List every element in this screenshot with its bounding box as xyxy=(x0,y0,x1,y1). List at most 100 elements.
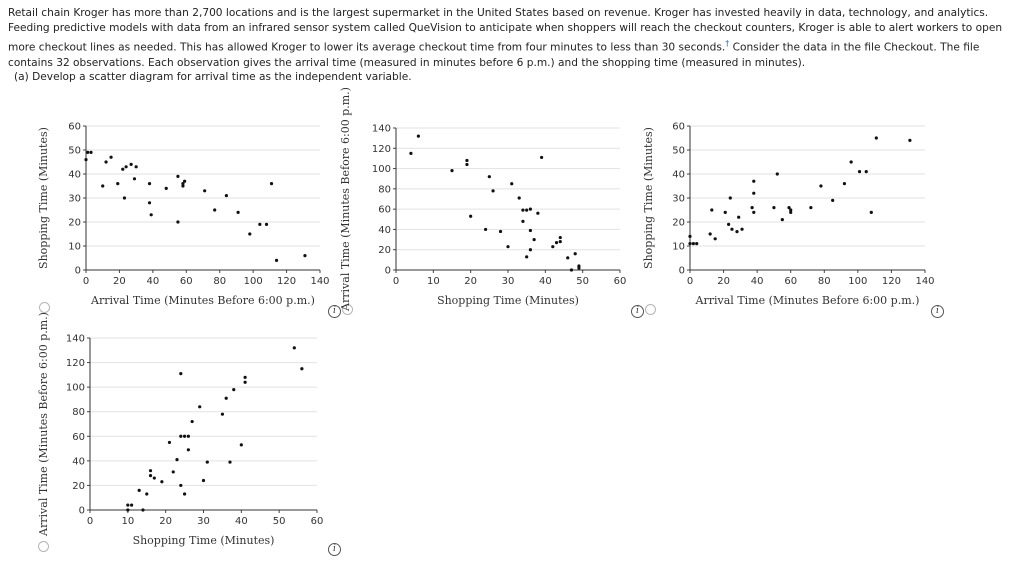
data-point xyxy=(171,470,175,474)
info-icon[interactable]: i xyxy=(931,305,944,318)
x-tick-label: 120 xyxy=(882,276,901,287)
y-tick-label: 0 xyxy=(79,506,85,517)
data-point xyxy=(728,196,732,200)
y-tick-label: 50 xyxy=(672,146,685,157)
data-point xyxy=(569,268,574,272)
data-point xyxy=(232,388,236,392)
x-tick-label: 20 xyxy=(464,276,477,287)
data-point xyxy=(525,208,529,212)
option-a-radio[interactable] xyxy=(39,302,50,313)
x-tick-label: 20 xyxy=(159,516,172,527)
x-tick-label: 120 xyxy=(277,276,296,287)
data-point xyxy=(84,158,88,162)
data-point xyxy=(752,210,756,214)
data-point xyxy=(274,258,279,262)
data-point xyxy=(750,206,754,210)
data-point xyxy=(124,165,128,169)
data-point xyxy=(780,218,784,222)
x-axis-label: Shopping Time (Minutes) xyxy=(133,534,275,547)
footnote-marker[interactable]: † xyxy=(725,39,730,49)
data-point xyxy=(228,460,232,464)
data-point xyxy=(164,186,168,190)
data-point xyxy=(809,206,813,210)
x-tick-label: 100 xyxy=(848,276,867,287)
data-point xyxy=(521,219,525,223)
data-point xyxy=(300,367,304,371)
data-point xyxy=(789,208,793,212)
data-point xyxy=(134,165,138,169)
data-point xyxy=(416,134,420,138)
data-point xyxy=(269,182,274,186)
data-point xyxy=(243,375,247,379)
option-d-radio[interactable] xyxy=(38,541,49,552)
data-point xyxy=(409,151,413,155)
data-point xyxy=(528,228,532,233)
y-tick-label: 30 xyxy=(68,194,81,205)
data-point xyxy=(450,169,454,173)
x-tick-label: 50 xyxy=(576,276,589,287)
x-tick-label: 60 xyxy=(311,516,324,527)
y-tick-label: 20 xyxy=(72,481,85,492)
x-axis-label: Arrival Time (Minutes Before 6:00 p.m.) xyxy=(90,294,315,307)
y-tick-label: 140 xyxy=(66,334,85,345)
x-tick-label: 0 xyxy=(83,276,89,287)
data-point xyxy=(86,150,90,154)
info-icon[interactable]: i xyxy=(328,543,341,556)
y-tick-label: 100 xyxy=(372,164,391,175)
option-c-radio[interactable] xyxy=(645,304,656,315)
option-b-radio[interactable] xyxy=(342,304,353,315)
y-tick-label: 40 xyxy=(672,170,685,181)
data-point xyxy=(752,179,756,183)
data-point xyxy=(205,460,209,464)
data-point xyxy=(554,241,559,245)
data-point xyxy=(730,227,734,231)
data-point xyxy=(723,210,727,214)
data-point xyxy=(735,230,739,234)
info-icon[interactable]: i xyxy=(631,305,644,318)
x-axis-label: Arrival Time (Minutes Before 6:00 p.m.) xyxy=(695,294,920,307)
data-point xyxy=(688,234,692,238)
data-point xyxy=(551,245,555,249)
y-tick-label: 20 xyxy=(378,245,391,256)
x-tick-label: 50 xyxy=(273,516,286,527)
x-tick-label: 60 xyxy=(614,276,627,287)
data-point xyxy=(521,208,525,212)
data-point xyxy=(292,346,296,350)
data-point xyxy=(121,167,125,171)
data-point xyxy=(236,210,240,214)
y-axis-label: Arrival Time (Minutes Before 6:00 p.m.) xyxy=(37,312,50,537)
data-point xyxy=(104,160,108,164)
data-point xyxy=(303,254,307,258)
x-tick-label: 0 xyxy=(87,516,93,527)
x-tick-label: 140 xyxy=(310,276,329,287)
data-point xyxy=(842,182,847,186)
data-point xyxy=(182,492,187,496)
data-point xyxy=(688,242,692,246)
y-tick-label: 0 xyxy=(75,266,81,277)
y-tick-label: 120 xyxy=(66,358,85,369)
data-point xyxy=(183,179,187,183)
data-point xyxy=(160,480,164,484)
y-axis-label: Arrival Time (Minutes Before 6:00 p.m.) xyxy=(339,87,352,312)
data-point xyxy=(737,215,741,219)
info-icon[interactable]: i xyxy=(328,305,341,318)
data-point xyxy=(129,162,133,166)
data-point xyxy=(566,256,570,260)
data-point xyxy=(109,155,113,159)
data-point xyxy=(243,380,247,384)
data-point xyxy=(857,170,862,174)
data-point xyxy=(182,434,187,438)
x-tick-label: 30 xyxy=(502,276,515,287)
x-tick-label: 60 xyxy=(180,276,193,287)
data-point xyxy=(487,175,491,179)
data-point xyxy=(126,508,130,512)
x-tick-label: 60 xyxy=(784,276,797,287)
data-point xyxy=(710,208,714,212)
x-tick-label: 40 xyxy=(235,516,248,527)
data-point xyxy=(198,405,202,409)
data-point xyxy=(772,206,776,210)
x-tick-label: 80 xyxy=(213,276,226,287)
data-point xyxy=(789,210,793,214)
data-point xyxy=(132,177,137,181)
data-point xyxy=(577,266,581,270)
